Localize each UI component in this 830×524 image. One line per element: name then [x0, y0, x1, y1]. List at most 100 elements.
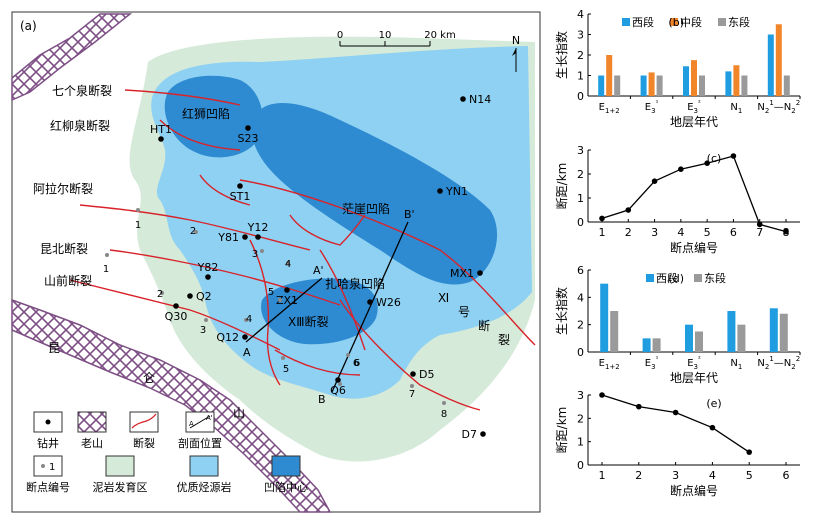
breakpoint-fault2-5-icon: [281, 356, 285, 360]
chart-1-point: [678, 166, 684, 172]
breakpoint-fault1-5-icon: [278, 298, 282, 302]
chart-0-legend-swatch: [670, 18, 678, 26]
well-yn1-icon: [437, 188, 443, 194]
chart-1-ytick-label: 0: [577, 216, 584, 229]
chart-3-point: [636, 403, 642, 410]
chart-3: 0 1 2 3 1 2 3 4 5 6 断距/km 断点编号 (e): [554, 389, 800, 498]
well-q30-icon: [173, 303, 179, 309]
fault-branch-5: [289, 214, 366, 246]
chart-1-xtick-label: 6: [730, 226, 737, 239]
chart-3-ytick-label: 2: [577, 412, 584, 425]
breakpoint-fault1-1-label: 1: [135, 220, 141, 231]
chart-1-point: [783, 228, 789, 235]
legend-mountain: 老山: [81, 437, 103, 450]
chart-1-point: [730, 153, 737, 159]
breakpoint-fault1-7-label: 7: [409, 389, 415, 400]
chart-3-xtick-label: 3: [672, 469, 679, 482]
breakpoint-fault1-2-label: 2: [190, 226, 196, 237]
legend-profile-a: A: [189, 420, 194, 428]
profile-label-a2: A': [313, 264, 324, 277]
chart-0-ytick-label: 2: [577, 49, 584, 62]
chart-2-bar: [685, 324, 693, 352]
chart-3-xtick-label: 6: [783, 469, 790, 482]
map-legend: 钻井 老山 断裂 A A' 剖面位置 1 断点编号 泥岩发育区 优质烃源岩 凹陷…: [26, 411, 308, 494]
chart-2-legend-label: 东段: [704, 271, 726, 285]
well-s23-label: S23: [238, 132, 259, 145]
chart-0-bar: [656, 75, 663, 96]
breakpoint-fault1-5-label: 5: [268, 287, 274, 298]
chart-3-point: [746, 449, 752, 455]
label-qigequan: 七个泉断裂: [52, 83, 112, 98]
label-xi-2: 号: [458, 305, 470, 319]
fault-branch-2: [319, 249, 366, 351]
north-label: N: [512, 34, 520, 47]
well-q12-icon: [242, 334, 248, 340]
chart-2-bar: [642, 338, 651, 352]
chart-1-xtick-label: 1: [599, 226, 606, 239]
breakpoint-fault1-3-label: 3: [252, 249, 258, 260]
breakpoint-fault2-3-icon: [204, 318, 208, 322]
breakpoint-fault2-2-label: 2: [157, 289, 163, 300]
breakpoint-fault1-6-icon: [346, 353, 350, 357]
well-d7-icon: [480, 431, 486, 437]
chart-1-xtick-label: 2: [625, 226, 632, 239]
chart-0-bar: [598, 75, 605, 96]
fault-qigequan: [124, 89, 241, 106]
legend-mudstone-swatch: [105, 455, 135, 477]
breakpoint-fault2-5-label: 5: [283, 364, 289, 375]
chart-0-bar: [741, 75, 748, 96]
legend-profile: 剖面位置: [178, 436, 222, 450]
chart-2-bar: [727, 311, 736, 352]
chart-0-bar: [775, 24, 782, 96]
breakpoint-fault2-1-icon: [105, 253, 109, 257]
chart-3-xtick-label: 4: [709, 469, 716, 482]
chart-0-xtick-label: E1+2: [599, 102, 620, 115]
chart-2-xtick-label: E3²: [687, 355, 701, 371]
legend-fault: 断裂: [133, 436, 155, 450]
breakpoint-fault2-4-label: 4: [246, 314, 252, 325]
chart-1-ytick-label: 1: [577, 192, 584, 205]
chart-2-ylabel: 生长指数: [554, 287, 569, 335]
depression-center-mangya: [251, 102, 498, 285]
chart-0-bar: [614, 75, 621, 96]
breakpoint-fault2-3-label: 3: [200, 325, 206, 336]
chart-2-bar: [695, 331, 703, 352]
chart-0-legend-swatch: [718, 18, 726, 26]
chart-3-point: [672, 409, 679, 416]
chart-1-xtick-label: 3: [651, 226, 658, 239]
chart-2-xlabel: 地层年代: [670, 371, 718, 385]
legend-fault-icon: [131, 413, 157, 429]
chart-2-ytick-label: 6: [577, 264, 584, 277]
fault-kunbei: [109, 249, 341, 306]
label-kunbei: 昆北断裂: [40, 241, 88, 256]
chart-3-ytick-label: 3: [577, 389, 584, 402]
chart-2-bar: [600, 283, 609, 352]
chart-0-ytick-label: 0: [577, 90, 584, 103]
well-st1-label: ST1: [230, 190, 251, 203]
well-d5-icon: [410, 371, 416, 377]
chart-2-panel-label: (d): [668, 272, 684, 285]
breakpoint-fault1-3-icon: [260, 249, 264, 253]
label-xi-3: 断: [478, 318, 490, 333]
chart-1-xtick-label: 4: [677, 226, 684, 239]
chart-1-line: [601, 155, 787, 233]
chart-1-point: [704, 160, 710, 166]
chart-3-panel-label: (e): [706, 397, 721, 410]
well-yn1-label: YN1: [445, 185, 468, 198]
well-n14-icon: [460, 96, 466, 102]
well-st1-icon: [237, 183, 243, 189]
fault-xi: [239, 179, 536, 346]
profile-label-a: A: [243, 346, 251, 359]
legend-center-swatch: [271, 455, 301, 477]
chart-0-bar: [733, 65, 740, 96]
fault-shanqian: [69, 279, 281, 351]
legend-breakpoint: 断点编号: [26, 480, 70, 494]
chart-0-xlabel: 地层年代: [670, 115, 718, 129]
well-ht1-label: HT1: [150, 123, 172, 136]
breakpoint-fault2-2-icon: [160, 291, 164, 295]
chart-3-xtick-label: 2: [635, 469, 642, 482]
chart-3-xlabel: 断点编号: [670, 483, 718, 498]
legend-mountain-swatch: [77, 411, 107, 433]
